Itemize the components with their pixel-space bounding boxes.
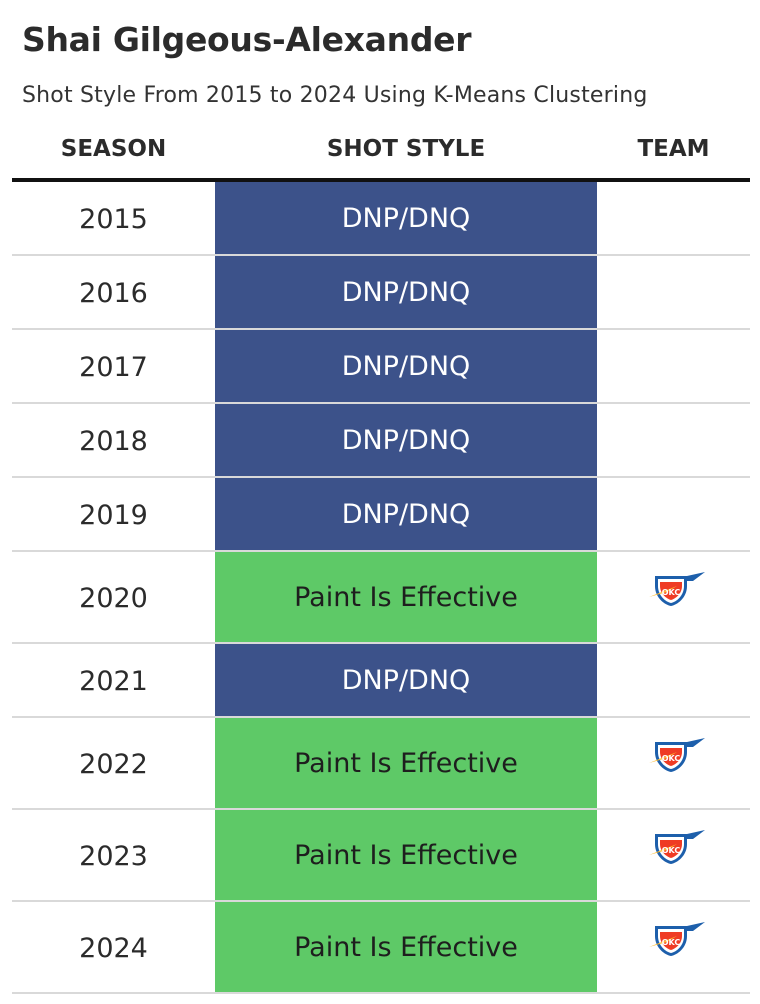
season-cell: 2015 [79, 203, 148, 235]
row-divider [12, 402, 750, 404]
season-cell: 2017 [79, 351, 148, 383]
shot-style-cell: DNP/DNQ [215, 256, 597, 328]
shot-style-cell: Paint Is Effective [215, 552, 597, 642]
header-divider [12, 178, 750, 182]
table-row: 2023 Paint Is Effective OKC [12, 810, 750, 902]
team-cell: OKC [597, 810, 750, 902]
okc-thunder-logo-icon: OKC [649, 922, 705, 956]
team-cell: OKC [597, 902, 750, 994]
table-row: 2024 Paint Is Effective OKC [12, 902, 750, 994]
okc-thunder-logo-icon: OKC [649, 572, 705, 606]
table-row: 2022 Paint Is Effective OKC [12, 718, 750, 810]
logo-text: OKC [662, 754, 681, 763]
row-divider [12, 716, 750, 718]
logo-text: OKC [662, 588, 681, 597]
team-cell: OKC [597, 552, 750, 644]
column-header-shot-style: SHOT STYLE [326, 136, 486, 162]
team-cell: OKC [597, 718, 750, 810]
team-cell [597, 478, 750, 552]
table-row: 2015 DNP/DNQ [12, 182, 750, 256]
column-header-team: TEAM [637, 136, 710, 162]
logo-text: OKC [662, 938, 681, 947]
season-cell: 2024 [79, 932, 148, 964]
season-cell: 2020 [79, 582, 148, 614]
table-row: 2017 DNP/DNQ [12, 330, 750, 404]
shot-style-cell: Paint Is Effective [215, 718, 597, 808]
team-cell [597, 404, 750, 478]
team-cell [597, 644, 750, 718]
row-divider [12, 328, 750, 330]
okc-thunder-logo-icon: OKC [649, 830, 705, 864]
shot-style-cell: Paint Is Effective [215, 810, 597, 900]
shot-style-cell: Paint Is Effective [215, 902, 597, 992]
table-row: 2019 DNP/DNQ [12, 478, 750, 552]
shot-style-cell: DNP/DNQ [215, 644, 597, 716]
table-row: 2021 DNP/DNQ [12, 644, 750, 718]
shot-style-cell: DNP/DNQ [215, 478, 597, 550]
table-row: 2018 DNP/DNQ [12, 404, 750, 478]
season-cell: 2018 [79, 425, 148, 457]
season-cell: 2016 [79, 277, 148, 309]
row-divider [12, 550, 750, 552]
table-row: 2020 Paint Is Effective OKC [12, 552, 750, 644]
shot-style-cell: DNP/DNQ [215, 182, 597, 254]
season-cell: 2021 [79, 665, 148, 697]
page-title: Shai Gilgeous-Alexander [22, 20, 472, 59]
okc-thunder-logo-icon: OKC [649, 738, 705, 772]
team-cell [597, 182, 750, 256]
logo-text: OKC [662, 846, 681, 855]
season-cell: 2019 [79, 499, 148, 531]
season-cell: 2022 [79, 748, 148, 780]
season-cell: 2023 [79, 840, 148, 872]
row-divider [12, 900, 750, 902]
team-cell [597, 330, 750, 404]
row-divider [12, 992, 750, 994]
shot-style-cell: DNP/DNQ [215, 330, 597, 402]
column-header-season: SEASON [60, 136, 167, 162]
table-row: 2016 DNP/DNQ [12, 256, 750, 330]
team-cell [597, 256, 750, 330]
row-divider [12, 808, 750, 810]
row-divider [12, 476, 750, 478]
row-divider [12, 254, 750, 256]
shot-style-cell: DNP/DNQ [215, 404, 597, 476]
row-divider [12, 642, 750, 644]
page-subtitle: Shot Style From 2015 to 2024 Using K-Mea… [22, 83, 648, 108]
